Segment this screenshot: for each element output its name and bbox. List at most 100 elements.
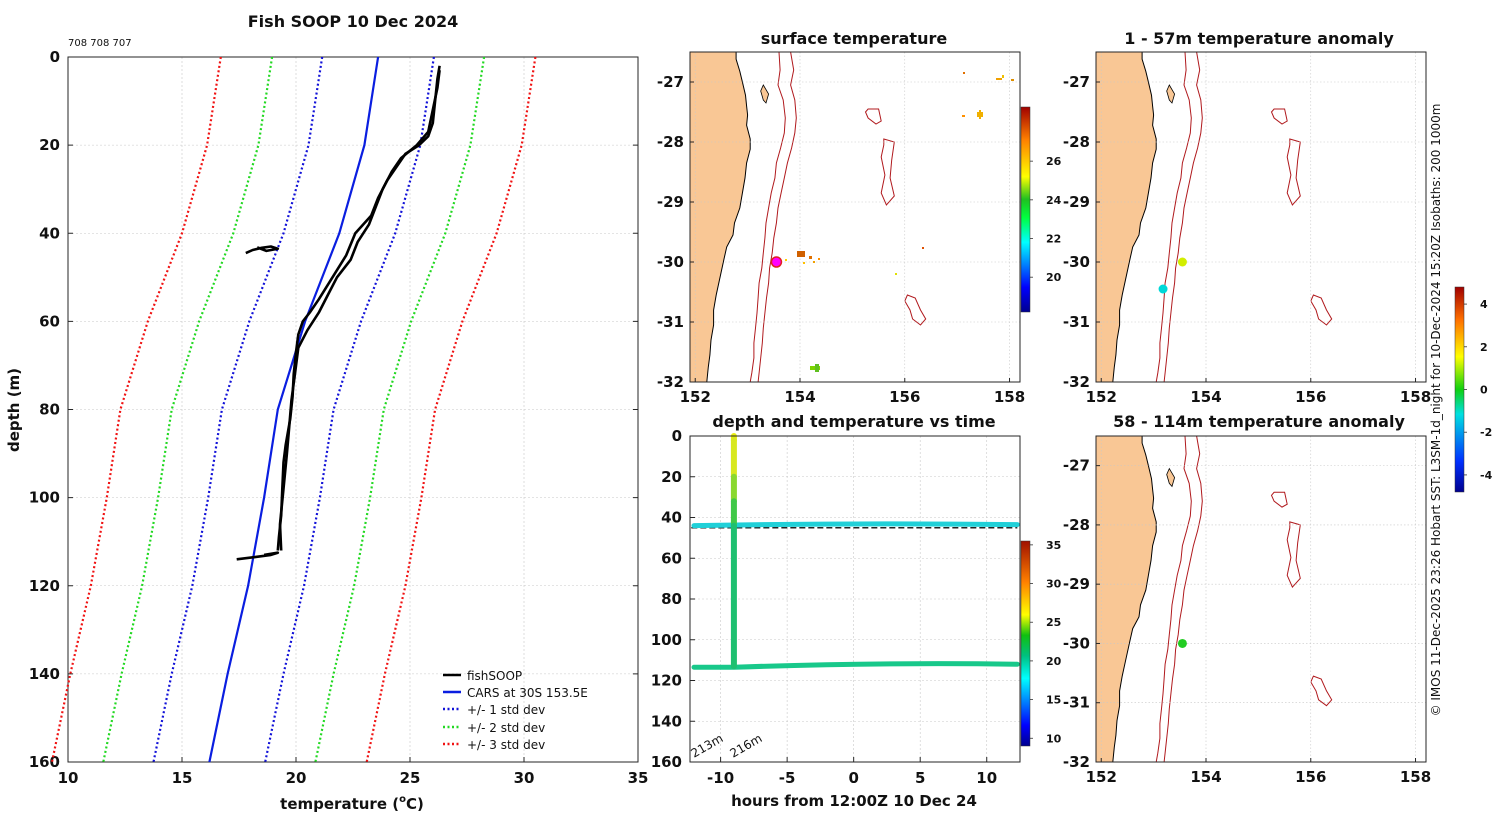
land-area (1096, 52, 1157, 382)
isobath-1000m (757, 51, 797, 383)
fishsoop-bottom-line (236, 551, 280, 561)
profile-xlabel: temperature (oC) (280, 794, 424, 813)
isobath-200m (749, 51, 786, 383)
sst-pixel (809, 256, 812, 259)
legend-label-sd2: +/- 2 std dev (467, 721, 545, 735)
isobath-200m (1155, 51, 1192, 383)
profile-xtick-label: 30 (514, 769, 535, 787)
map-lon-label: 154 (1190, 768, 1221, 786)
island (1166, 84, 1176, 104)
time-series-panel: depth and temperature vs time -10 -5 0 5 100… (651, 412, 1062, 810)
profile-xtick-label: 20 (286, 769, 307, 787)
sst-pixel (963, 72, 965, 74)
sst-colorbar-bar (1020, 106, 1031, 313)
map-lat-label: -29 (657, 193, 684, 211)
colorbar-tick-label: 30 (1046, 578, 1062, 591)
map-lon-label: 156 (1295, 388, 1326, 406)
legend-label-sd3: +/- 3 std dev (467, 738, 545, 752)
map-lat-label: -32 (1063, 373, 1090, 391)
map-lat-label: -30 (657, 253, 684, 271)
profile-xtick-label: 15 (172, 769, 193, 787)
map-lon-label: 158 (1400, 388, 1431, 406)
fishsoop-downcast-line (276, 65, 441, 551)
time-xtick-label: -5 (779, 769, 796, 787)
sst-station-marker (770, 256, 783, 268)
anomaly-shallow-map: 152 154 156 158 -27 -28 -29 -30 -31 -32 (1063, 51, 1431, 406)
map-lat-label: -31 (657, 313, 684, 331)
map-frame (1095, 51, 1427, 383)
profile-ytick-label: 60 (39, 312, 60, 330)
profile-legend: fishSOOP CARS at 30S 153.5E +/- 1 std de… (443, 669, 588, 752)
map-lat-label: -28 (1063, 516, 1090, 534)
credit-label-box: © IMOS 11-Dec-2025 23:26 Hobart SST: L3S… (1429, 104, 1443, 717)
profile-subtitle: 708 708 707 (68, 38, 132, 49)
profile-panel: Fish SOOP 10 Dec 2024 708 708 707 10 15 20… (5, 12, 648, 813)
map-lat-label: -29 (1063, 193, 1090, 211)
profile-ytick-label: 20 (39, 136, 60, 154)
isobath-1000m (1163, 435, 1203, 763)
anomaly-point (1177, 638, 1187, 648)
credit-label: © IMOS 11-Dec-2025 23:26 Hobart SST: L3S… (1429, 104, 1443, 717)
map-lon-label: 158 (994, 388, 1025, 406)
fishsoop-resting-line (245, 245, 280, 255)
sst-pixel (895, 273, 897, 275)
sst-map-title: surface temperature (761, 29, 948, 48)
legend-label-fishsoop: fishSOOP (467, 669, 522, 683)
colorbar-tick-label: -2 (1480, 426, 1492, 439)
colorbar-tick-label: 4 (1480, 298, 1488, 311)
profile-ytick-label: 140 (29, 665, 60, 683)
profile-ytick-label: 80 (39, 401, 60, 419)
map-lat-label: -31 (1063, 694, 1090, 712)
profile-xlabel-main: temperature ( (280, 795, 399, 813)
sst-pixel (996, 78, 1002, 80)
sst-pixel (922, 247, 924, 249)
map-lon-label: 152 (1086, 768, 1117, 786)
colorbar-tick-label: 24 (1046, 194, 1062, 207)
land-area (1096, 436, 1157, 762)
sst-map: 152 154 156 158 -27 -28 -29 -30 -31 -32 (657, 51, 1025, 406)
profile-series (50, 56, 537, 763)
isobath-1000m (1163, 51, 1203, 383)
legend-label-cars: CARS at 30S 153.5E (467, 686, 588, 700)
sst-pixel (797, 251, 805, 257)
time-ytick-label: 140 (651, 712, 682, 730)
profile-ytick-label: 160 (29, 753, 60, 771)
profile-xtick-label: 10 (58, 769, 79, 787)
map-lat-label: -32 (657, 373, 684, 391)
time-series-data (691, 433, 1020, 670)
anomaly-deep-title: 58 - 114m temperature anomaly (1113, 412, 1405, 431)
time-series-colorbar: 10 15 20 25 30 35 (1020, 539, 1062, 747)
map-frame (689, 51, 1021, 383)
time-ytick-label: 160 (651, 753, 682, 771)
coastline (1112, 52, 1157, 383)
profile-xtick-label: 25 (400, 769, 421, 787)
map-lat-label: -28 (657, 133, 684, 151)
colorbar-tick-label: 35 (1046, 539, 1061, 552)
sst-pixel (785, 259, 787, 261)
isobath-200m (1155, 435, 1192, 763)
time-ytick-label: 120 (651, 672, 682, 690)
seamount-contour (1310, 294, 1333, 326)
sst-pixel (979, 110, 981, 119)
colorbar-tick-label: 26 (1046, 155, 1062, 168)
colorbar-tick-label: 0 (1480, 384, 1488, 397)
map-lat-label: -30 (1063, 253, 1090, 271)
sst-pixel (815, 364, 819, 372)
profile-xlabel-tail: C) (406, 795, 424, 813)
seamount-contour (880, 138, 895, 206)
island (1166, 467, 1176, 488)
seamount-contour (1310, 675, 1333, 707)
coastline (706, 52, 751, 383)
shallow-track (691, 521, 1020, 529)
anomaly-shallow-points (1158, 257, 1187, 294)
seamount-contour (1286, 138, 1301, 206)
profile-ticks: 10 15 20 25 30 35 0 20 40 60 80 100 120 140 160 (29, 48, 649, 787)
profile-ytick-label: 100 (29, 489, 60, 507)
colorbar-tick-label: 20 (1046, 271, 1062, 284)
time-ytick-label: 100 (651, 631, 682, 649)
time-ytick-label: 60 (661, 549, 682, 567)
time-ytick-label: 80 (661, 590, 682, 608)
profile-ylabel: depth (m) (5, 368, 23, 452)
map-frame (1095, 435, 1427, 763)
